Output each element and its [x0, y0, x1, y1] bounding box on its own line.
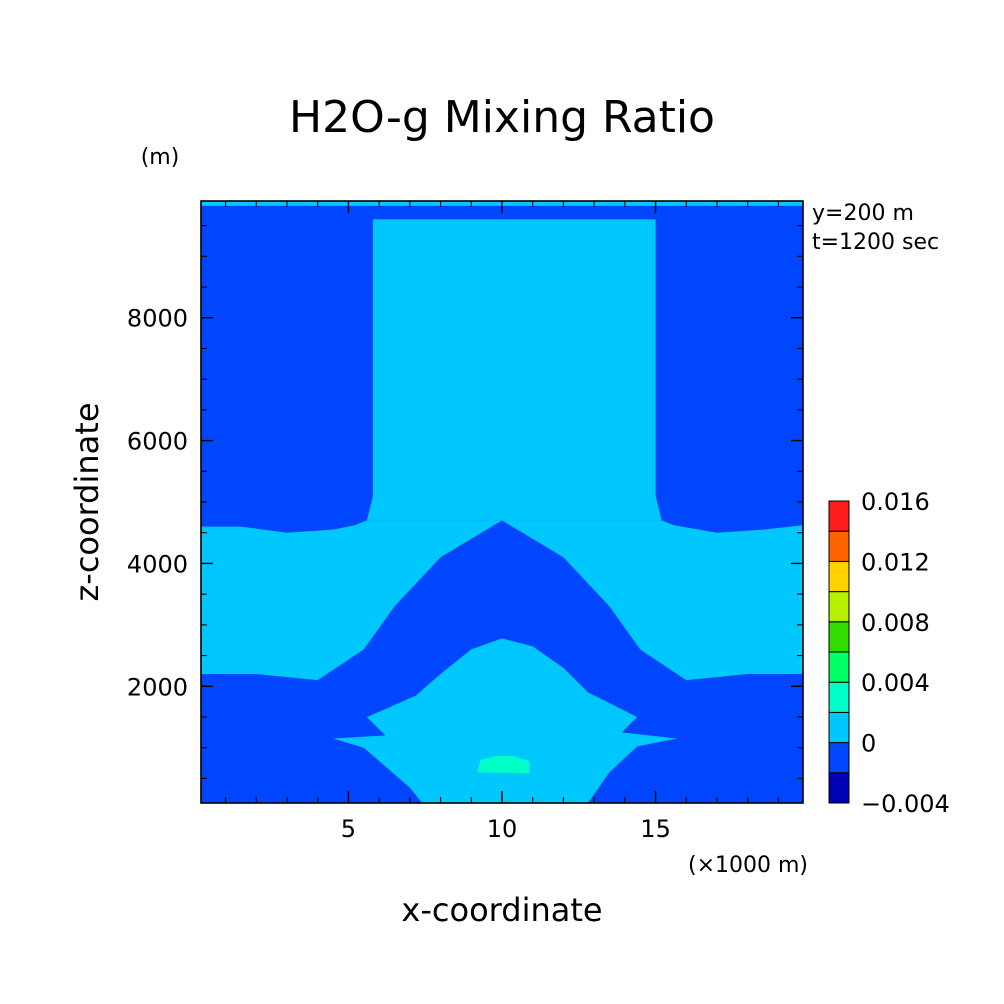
colorbar-labels: −0.004 0 0.004 0.008 0.012 0.016	[861, 488, 950, 818]
plot-frame	[200, 200, 804, 804]
colorbar-label: 0.012	[861, 548, 930, 576]
x-tick-label: 15	[640, 815, 671, 843]
minor-ticks	[201, 201, 803, 803]
y-tick-label: 6000	[127, 428, 188, 456]
colorbar	[828, 500, 850, 804]
x-unit-label: (×1000 m)	[688, 853, 808, 878]
colorbar-swatch	[828, 711, 850, 744]
y-axis-label: z-coordinate	[68, 402, 106, 601]
x-tick-labels: 5 10 15	[341, 815, 671, 843]
chart-title: H2O-g Mixing Ratio	[289, 92, 715, 143]
colorbar-swatch	[828, 591, 850, 623]
colorbar-label: −0.004	[861, 790, 950, 818]
y-unit-label: (m)	[141, 145, 180, 170]
colorbar-label: 0.016	[861, 488, 930, 516]
y-tick-label: 4000	[127, 550, 188, 578]
annotation-y: y=200 m	[812, 201, 914, 226]
colorbar-swatch	[828, 500, 850, 532]
colorbar-swatch	[828, 651, 850, 683]
contour-region-mid-band	[201, 520, 803, 681]
annotation-t: t=1200 sec	[812, 230, 939, 255]
y-tick-label: 2000	[127, 673, 188, 701]
contour-region-lower-lens	[333, 638, 678, 803]
colorbar-swatch	[828, 621, 850, 653]
contour-regions	[201, 201, 803, 803]
colorbar-label: 0.008	[861, 609, 930, 637]
contour-region-core	[477, 755, 530, 774]
contour-region-upper-column	[366, 219, 662, 521]
y-tick-label: 8000	[127, 305, 188, 333]
colorbar-swatch	[828, 772, 850, 804]
colorbar-swatch	[828, 530, 850, 562]
colorbar-label: 0	[861, 730, 876, 758]
x-tick-label: 10	[487, 815, 518, 843]
y-tick-labels: 2000 4000 6000 8000	[127, 305, 188, 702]
x-axis-label: x-coordinate	[401, 891, 602, 929]
x-tick-label: 5	[341, 815, 356, 843]
major-ticks	[201, 201, 803, 803]
colorbar-swatch	[828, 560, 850, 593]
colorbar-label: 0.004	[861, 669, 930, 697]
plot-area	[200, 200, 804, 804]
colorbar-swatch	[828, 681, 850, 713]
colorbar-swatch	[828, 742, 850, 774]
